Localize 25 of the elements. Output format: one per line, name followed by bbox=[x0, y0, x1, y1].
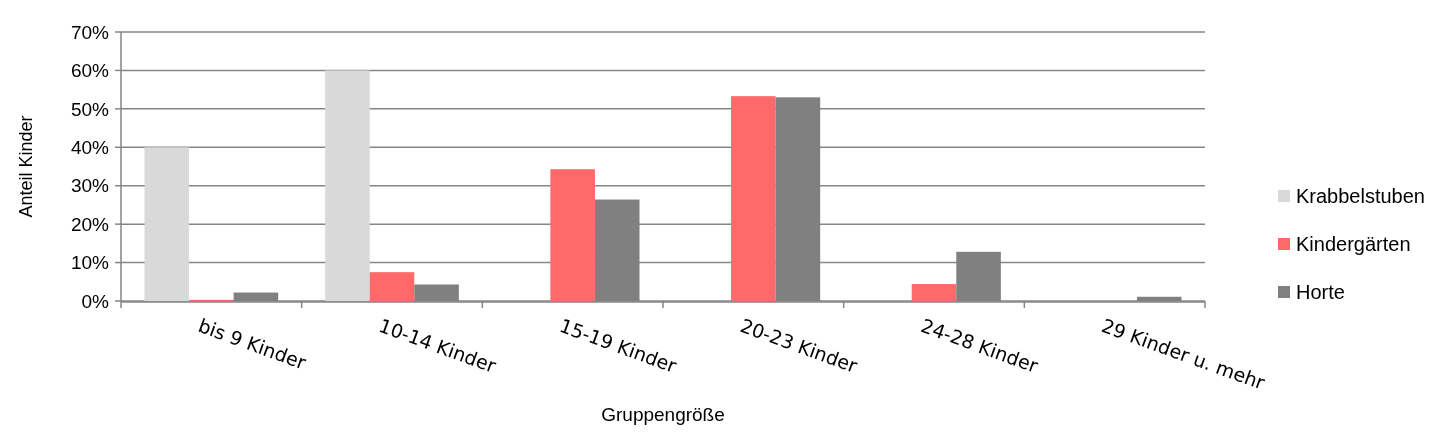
y-tick-label: 40% bbox=[70, 136, 110, 158]
bar bbox=[144, 147, 190, 301]
y-tick-label: 20% bbox=[70, 213, 110, 235]
y-tick-label: 10% bbox=[70, 252, 110, 274]
y-tick-label: 30% bbox=[70, 175, 110, 197]
bar bbox=[550, 169, 595, 301]
x-tick-label: bis 9 Kinder bbox=[195, 314, 310, 374]
x-tick-label: 20-23 Kinder bbox=[737, 314, 861, 377]
legend-label: Krabbelstuben bbox=[1296, 185, 1425, 207]
y-tick-label: 50% bbox=[70, 98, 110, 120]
y-tick-label: 70% bbox=[70, 21, 110, 43]
bar bbox=[731, 96, 776, 301]
x-tick-label: 10-14 Kinder bbox=[376, 314, 500, 377]
y-axis-title: Anteil Kinder bbox=[16, 115, 36, 218]
y-tick-label: 60% bbox=[70, 60, 110, 82]
bar bbox=[369, 272, 415, 301]
legend-label: Kindergärten bbox=[1296, 233, 1411, 255]
y-tick-label: 0% bbox=[81, 290, 110, 312]
x-tick-label: 15-19 Kinder bbox=[556, 314, 680, 377]
x-axis-title: Gruppengröße bbox=[601, 404, 725, 425]
bar bbox=[325, 70, 370, 301]
x-tick-label: 24-28 Kinder bbox=[918, 314, 1042, 377]
legend-label: Horte bbox=[1296, 281, 1345, 303]
bar bbox=[911, 284, 957, 301]
x-tick-label: 29 Kinder u. mehr bbox=[1098, 314, 1268, 394]
